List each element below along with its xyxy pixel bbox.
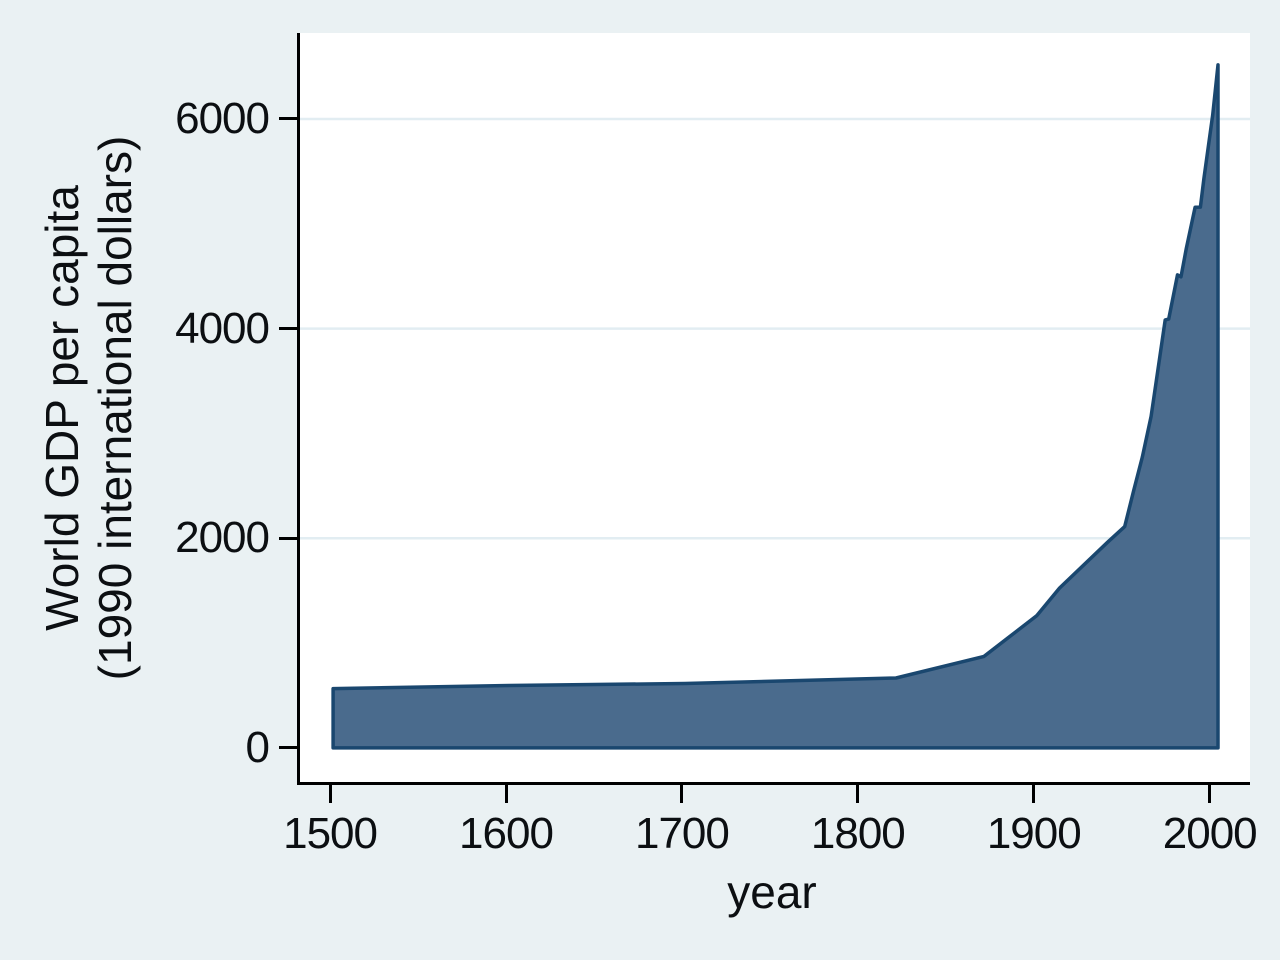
y-tick-4000	[279, 327, 297, 331]
x-axis-title: year	[727, 866, 817, 918]
y-tick-0	[279, 746, 297, 750]
x-tick-1700	[680, 785, 684, 803]
x-tick-label-1600: 1600	[459, 809, 554, 858]
y-axis-title: World GDP per capita (1990 international…	[36, 135, 142, 680]
y-axis-title-line-2: (1990 international dollars)	[89, 135, 141, 680]
x-tick-label-2000: 2000	[1162, 809, 1258, 858]
y-tick-label-0: 0	[245, 722, 270, 772]
x-tick-1600	[504, 785, 508, 803]
y-tick-6000	[279, 117, 297, 121]
y-tick-label-6000: 6000	[175, 93, 270, 143]
x-tick-1500	[328, 785, 332, 803]
y-tick-label-4000: 4000	[175, 303, 270, 353]
gdp-area-series	[331, 63, 1220, 750]
y-axis-title-line-1: World GDP per capita	[36, 184, 88, 631]
x-tick-2000	[1208, 785, 1212, 803]
x-tick-1800	[856, 785, 860, 803]
x-tick-label-1500: 1500	[283, 809, 378, 858]
plot-area	[297, 33, 1250, 785]
x-tick-1900	[1032, 785, 1036, 803]
area-chart-svg	[300, 63, 1250, 750]
x-tick-label-1900: 1900	[986, 809, 1082, 858]
x-tick-label-1800: 1800	[810, 809, 906, 858]
y-tick-label-2000: 2000	[175, 513, 270, 563]
y-tick-2000	[279, 536, 297, 540]
x-tick-label-1700: 1700	[634, 809, 730, 858]
